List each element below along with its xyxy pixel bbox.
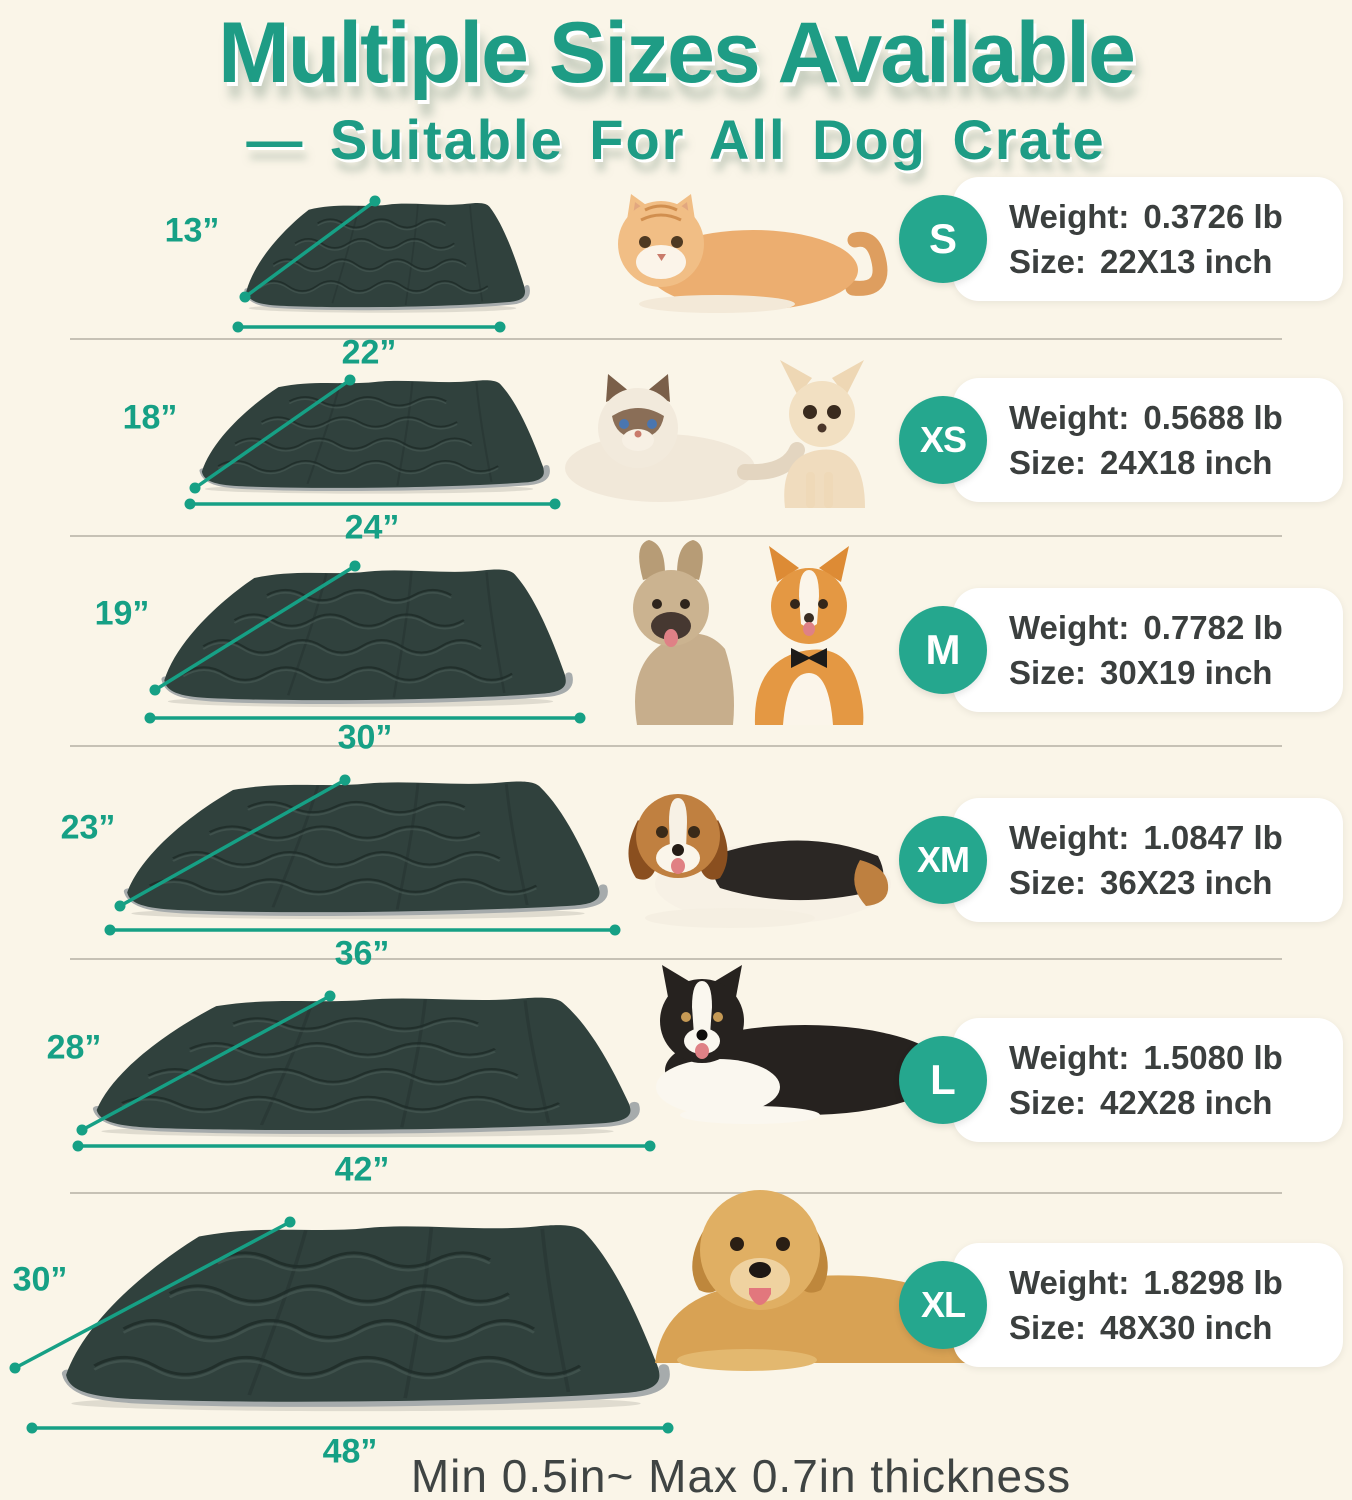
size-badge-m: M [899,606,987,694]
dimension-lines [232,195,506,333]
weight-line: Weight: 1.5080 lb [1009,1035,1343,1080]
depth-dimension-label: 23” [60,808,116,847]
size-line: Size: 22X13 inch [1009,239,1343,284]
depth-dimension-label: 13” [164,211,220,250]
weight-label: Weight: [1009,609,1130,646]
size-label: Size: [1009,444,1087,481]
size-badge-label: XS [919,419,967,460]
size-badge-label: L [930,1056,956,1103]
weight-line: Weight: 1.8298 lb [1009,1260,1343,1305]
dimension-lines [72,990,656,1152]
row-divider [70,958,1282,960]
weight-line: Weight: 0.3726 lb [1009,194,1343,239]
depth-dimension-label: 28” [46,1028,102,1067]
spec-card-m: Weight: 0.7782 lb Size: 30X19 inch [953,588,1343,712]
size-label: Size: [1009,1309,1087,1346]
weight-label: Weight: [1009,819,1130,856]
border-collie-icon [656,965,958,1124]
weight-label: Weight: [1009,1264,1130,1301]
weight-line: Weight: 0.7782 lb [1009,605,1343,650]
width-dimension-label: 48” [322,1432,378,1471]
size-badge-xm: XM [899,816,987,904]
mat-diagram-s: 13” 22” [150,185,580,372]
pets-photo-m [633,540,864,725]
weight-line: Weight: 1.0847 lb [1009,815,1343,860]
golden-retriever-icon [655,1190,972,1371]
corgi-icon [754,546,864,725]
size-badge-label: M [925,626,961,673]
spec-card-xs: Weight: 0.5688 lb Size: 24X18 inch [953,378,1343,502]
row-divider [70,1192,1282,1194]
size-badge-l: L [899,1036,987,1124]
weight-label: Weight: [1009,1039,1130,1076]
beagle-icon [628,794,891,928]
spec-card-l: Weight: 1.5080 lb Size: 42X28 inch [953,1018,1343,1142]
width-dimension-label: 22” [341,333,397,372]
size-line: Size: 24X18 inch [1009,440,1343,485]
mat-diagram-xs: 18” 24” [110,362,580,552]
depth-dimension-label: 18” [122,398,178,437]
size-label: Size: [1009,864,1087,901]
size-value: 30X19 inch [1100,654,1273,691]
width-dimension-label: 36” [334,934,390,973]
size-label: Size: [1009,654,1087,691]
weight-value: 0.5688 lb [1143,399,1283,436]
weight-line: Weight: 0.5688 lb [1009,395,1343,440]
mat-diagram-xl: 30” 48” [0,1200,700,1471]
french-bulldog-icon [633,540,734,725]
page-subtitle: — Suitable For All Dog Crate [246,108,1106,171]
spec-card-s: Weight: 0.3726 lb Size: 22X13 inch [953,177,1343,301]
dimension-lines [9,1216,674,1434]
pets-photo-xs [565,360,865,508]
mat-diagram-m: 19” 30” [95,548,620,757]
size-badge-label: XM [917,839,970,880]
size-value: 22X13 inch [1100,243,1273,280]
weight-value: 0.7782 lb [1143,609,1283,646]
spec-card-xm: Weight: 1.0847 lb Size: 36X23 inch [953,798,1343,922]
size-badge-s: S [899,195,987,283]
header: Multiple Sizes Available — Suitable For … [0,4,1352,172]
dimension-lines [144,560,586,724]
size-line: Size: 30X19 inch [1009,650,1343,695]
weight-value: 1.5080 lb [1143,1039,1283,1076]
size-badge-label: XL [920,1284,966,1325]
weight-label: Weight: [1009,399,1130,436]
weight-value: 1.0847 lb [1143,819,1283,856]
size-line: Size: 42X28 inch [1009,1080,1343,1125]
width-dimension-label: 30” [337,718,393,757]
chihuahua-icon [780,360,865,508]
dimension-lines [184,374,561,510]
depth-dimension-label: 19” [94,594,150,633]
row-divider [70,535,1282,537]
weight-value: 0.3726 lb [1143,198,1283,235]
page-title: Multiple Sizes Available [218,5,1136,101]
size-value: 48X30 inch [1100,1309,1273,1346]
row-divider [70,745,1282,747]
mat-diagram-xm: 23” 36” [60,762,660,973]
depth-dimension-label: 30” [12,1260,68,1299]
size-badge-xl: XL [899,1261,987,1349]
size-badge-label: S [928,215,957,262]
size-badge-xs: XS [899,396,987,484]
width-dimension-label: 42” [334,1150,390,1189]
width-dimension-label: 24” [344,508,400,547]
dimension-lines [104,774,621,936]
size-value: 36X23 inch [1100,864,1273,901]
thickness-note: Min 0.5in~ Max 0.7in thickness [410,1450,1072,1500]
orange-tabby-cat-icon [618,194,888,313]
weight-label: Weight: [1009,198,1130,235]
size-label: Size: [1009,243,1087,280]
size-value: 42X28 inch [1100,1084,1273,1121]
size-line: Size: 36X23 inch [1009,860,1343,905]
weight-value: 1.8298 lb [1143,1264,1283,1301]
size-value: 24X18 inch [1100,444,1273,481]
ragdoll-cat-icon [565,374,805,502]
mat-diagram-l: 28” 42” [30,978,690,1189]
size-label: Size: [1009,1084,1087,1121]
row-divider [70,338,1282,340]
size-line: Size: 48X30 inch [1009,1305,1343,1350]
spec-card-xl: Weight: 1.8298 lb Size: 48X30 inch [953,1243,1343,1367]
